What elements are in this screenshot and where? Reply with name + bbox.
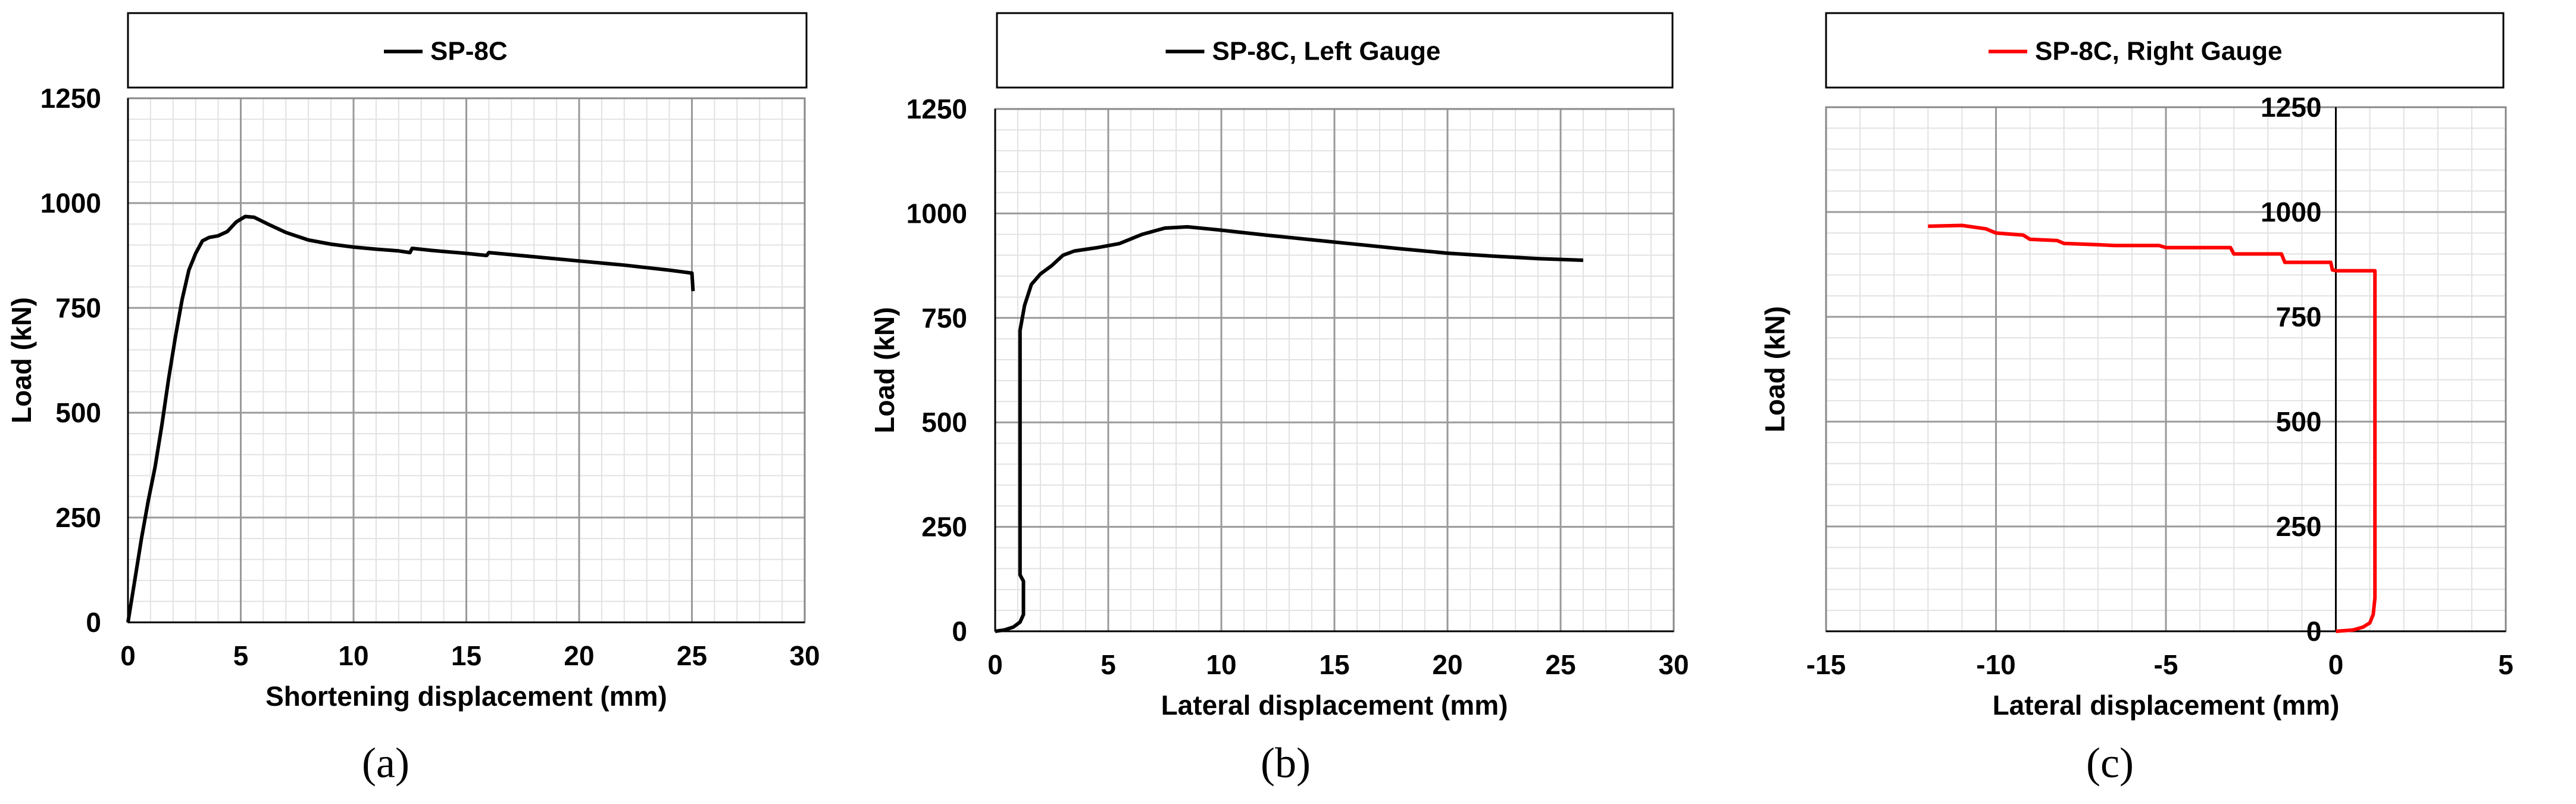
x-tick-label: 20 — [564, 640, 594, 671]
x-tick-label: 5 — [2498, 649, 2514, 680]
legend-label: SP-8C, Left Gauge — [1212, 37, 1441, 66]
x-tick-label: 10 — [338, 640, 368, 671]
panel-label: (c) — [2086, 739, 2134, 787]
series-line — [126, 214, 695, 623]
x-tick-label: 20 — [1432, 649, 1462, 680]
x-tick-label: 25 — [677, 640, 707, 671]
x-tick-label: -15 — [1806, 649, 1846, 680]
y-tick-label: 1000 — [906, 198, 967, 229]
x-tick-label: 5 — [1101, 649, 1116, 680]
series-line — [995, 225, 1584, 633]
x-tick-label: 0 — [120, 640, 136, 671]
y-tick-label: 500 — [55, 397, 101, 428]
y-tick-label: 750 — [55, 292, 101, 323]
y-tick-label: 0 — [2306, 616, 2322, 647]
y-tick-label: 1250 — [906, 94, 967, 124]
x-tick-label: 25 — [1545, 649, 1575, 680]
y-axis-label: Load (kN) — [869, 307, 900, 433]
y-tick-label: 1250 — [2261, 92, 2321, 123]
x-axis-label: Lateral displacement (mm) — [1161, 690, 1508, 721]
series-line — [1928, 223, 2377, 633]
panel-label: (b) — [1261, 739, 1311, 787]
legend-box — [996, 12, 1674, 89]
y-tick-label: 750 — [921, 303, 967, 334]
y-axis-label: Load (kN) — [6, 297, 37, 423]
legend-label: SP-8C — [430, 37, 508, 66]
x-tick-label: 0 — [2328, 649, 2344, 680]
x-tick-label: 15 — [451, 640, 482, 671]
y-tick-label: 250 — [55, 502, 101, 533]
y-axis-label: Load (kN) — [1759, 306, 1790, 432]
x-tick-label: 30 — [789, 640, 820, 671]
x-tick-label: 5 — [233, 640, 249, 671]
x-tick-label: -10 — [1976, 649, 2015, 680]
legend-box — [127, 12, 808, 89]
x-tick-label: 10 — [1206, 649, 1236, 680]
panel-label: (a) — [362, 739, 409, 787]
y-tick-label: 1000 — [2261, 197, 2321, 228]
chart-panel-3: SP-8C, Right Gauge -15 -10 -5 0 5 0 250 500 750 10… — [1759, 12, 2514, 787]
y-tick-label: 0 — [952, 616, 967, 647]
x-axis-label: Shortening displacement (mm) — [265, 681, 667, 712]
y-tick-label: 250 — [2276, 511, 2322, 542]
y-tick-label: 750 — [2276, 301, 2322, 332]
chart-panel-2: SP-8C, Left Gauge 0 5 10 15 20 25 30 0 250 500 750 1… — [869, 12, 1689, 787]
y-tick-label: 500 — [2276, 406, 2322, 437]
y-tick-label: 1000 — [40, 188, 101, 219]
x-tick-label: 0 — [987, 649, 1003, 680]
x-tick-label: 15 — [1319, 649, 1349, 680]
y-tick-label: 0 — [86, 607, 101, 638]
x-tick-label: 30 — [1658, 649, 1689, 680]
x-tick-label: -5 — [2154, 649, 2178, 680]
y-tick-label: 500 — [921, 407, 967, 438]
legend-box — [1825, 12, 2505, 89]
x-axis-label: Lateral displacement (mm) — [1993, 690, 2340, 721]
chart-panel-1: SP-8C 0 5 10 15 20 25 30 0 250 500 750 1000 1250 Short… — [6, 12, 820, 787]
y-tick-label: 250 — [921, 512, 967, 543]
y-tick-label: 1250 — [40, 83, 101, 114]
legend-label: SP-8C, Right Gauge — [2035, 37, 2283, 66]
